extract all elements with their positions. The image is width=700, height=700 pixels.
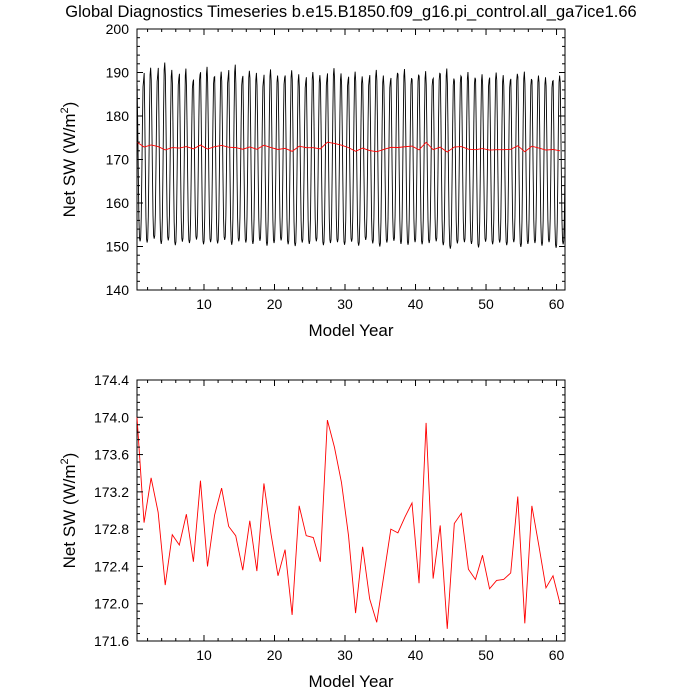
x-tick-label: 40: [408, 647, 424, 663]
y-tick-label: 180: [106, 108, 130, 124]
y-tick-label: 160: [106, 195, 130, 211]
x-tick-label: 40: [408, 296, 424, 312]
annual-series-line: [136, 417, 561, 629]
y-label-main: Net SW (W/m: [60, 113, 79, 217]
monthly-y-axis-label: Net SW (W/m2): [59, 102, 79, 218]
x-tick-label: 20: [267, 296, 283, 312]
x-tick-label: 30: [337, 296, 353, 312]
y-label-superscript: 2: [59, 107, 71, 113]
y-tick-label: 174.0: [94, 409, 129, 425]
x-tick-label: 10: [196, 647, 212, 663]
y-tick-label: 172.0: [94, 596, 129, 612]
y-tick-label: 170: [106, 152, 130, 168]
x-tick-label: 50: [478, 647, 494, 663]
x-tick-label: 30: [337, 647, 353, 663]
x-tick-label: 20: [267, 647, 283, 663]
monthly-plot-frame: [136, 28, 566, 291]
figure-title: Global Diagnostics Timeseries b.e15.B185…: [65, 3, 636, 21]
y-tick-label: 174.4: [94, 372, 129, 388]
monthly-series-line: [136, 62, 566, 249]
x-tick-label: 10: [196, 296, 212, 312]
y-tick-label: 172.8: [94, 521, 129, 537]
x-tick-label: 60: [549, 296, 565, 312]
annual-panel: 10 20 30 40 50 60 171.6 172.0 172.4 172.8 173.2 173…: [59, 372, 566, 691]
y-tick-label: 200: [106, 21, 130, 37]
annual-y-axis-label: Net SW (W/m2): [59, 453, 79, 569]
y-tick-label: 150: [106, 239, 130, 255]
x-tick-label: 60: [549, 647, 565, 663]
y-tick-label: 140: [106, 282, 130, 298]
annual-series-line-top: [136, 141, 561, 153]
annual-panel-ticks: 10 20 30 40 50 60 171.6 172.0 172.4 172.8 173.2 173…: [94, 372, 565, 663]
y-label-close: ): [60, 102, 79, 108]
monthly-x-axis-label: Model Year: [308, 321, 393, 340]
y-tick-label: 171.6: [94, 633, 129, 649]
y-label-main: Net SW (W/m: [60, 464, 79, 568]
monthly-panel: 10 20 30 40 50 60 140 150 160 170 180 190 200 Model …: [59, 21, 566, 340]
x-tick-label: 50: [478, 296, 494, 312]
annual-plot-frame: [136, 379, 566, 642]
y-tick-label: 190: [106, 65, 130, 81]
y-tick-label: 173.6: [94, 447, 129, 463]
y-label-superscript: 2: [59, 458, 71, 464]
monthly-panel-ticks: 10 20 30 40 50 60 140 150 160 170 180 190 200: [106, 21, 565, 312]
y-tick-label: 173.2: [94, 484, 129, 500]
y-tick-label: 172.4: [94, 558, 129, 574]
y-label-close: ): [60, 453, 79, 459]
annual-x-axis-label: Model Year: [308, 672, 393, 691]
